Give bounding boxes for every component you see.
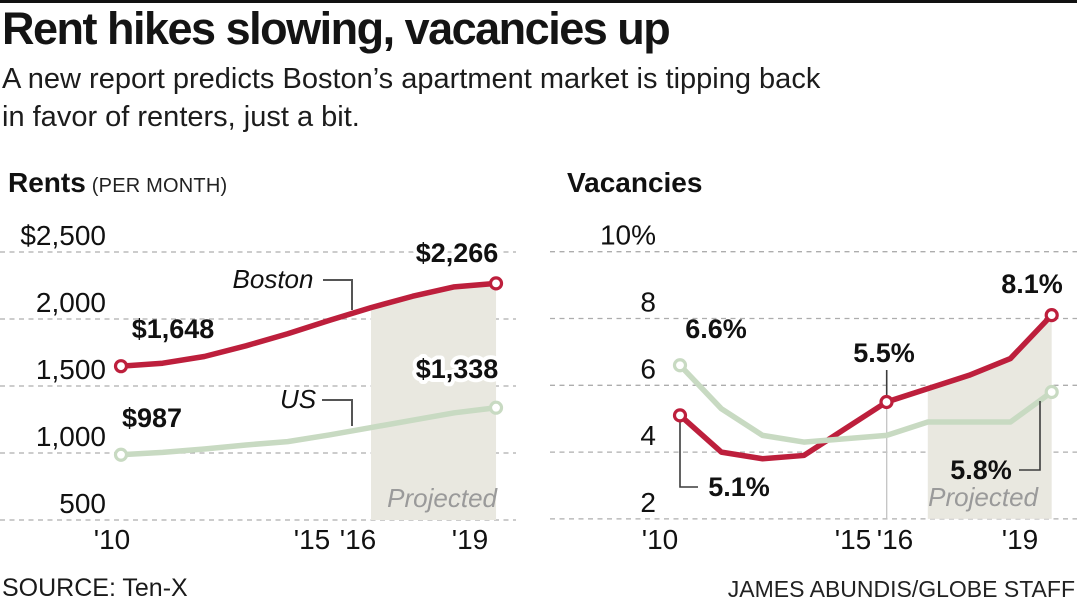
series-line-boston: [678, 313, 1054, 462]
y-tick-label: 10%: [600, 220, 656, 251]
annotation-5.1: 5.1%: [708, 472, 770, 502]
rents-title-text: Rents: [8, 167, 86, 198]
y-tick-label: 1,500: [36, 354, 106, 385]
leader-line: [322, 399, 353, 426]
rents-title-note: (PER MONTH): [91, 175, 228, 197]
y-tick-label: 2: [640, 487, 656, 518]
projected-label: Projected: [928, 482, 1039, 512]
vacancies-title-text: Vacancies: [567, 167, 703, 198]
data-point-us: [1044, 384, 1059, 400]
data-point-us: [488, 400, 504, 415]
annotation-987: $987: [122, 403, 182, 433]
annotation-2266: $2,266: [416, 238, 499, 268]
page-title: Rent hikes slowing, vacancies up: [2, 3, 671, 54]
annotation-8.1: 8.1%: [1001, 269, 1063, 299]
annotation-6.6: 6.6%: [685, 314, 747, 344]
annotation-5.5: 5.5%: [853, 338, 915, 368]
source-note: SOURCE: Ten-X: [2, 574, 188, 602]
x-tick-label: '16: [877, 524, 914, 555]
x-tick-label: '16: [340, 524, 377, 555]
y-tick-label: 6: [640, 353, 656, 384]
y-tick-label: 2,000: [36, 287, 106, 318]
data-point-boston: [488, 276, 504, 291]
data-point-boston: [879, 394, 894, 410]
leader-line: [1019, 401, 1041, 471]
projected-band: [927, 315, 1052, 519]
data-point-us: [672, 358, 688, 373]
x-tick-label: '15: [294, 524, 331, 555]
rents-chart: $2,500 2,000 1,500 1,000 500 '10 '15 '16 '19 Proj…: [0, 220, 516, 555]
annotation-1648: $1,648: [132, 314, 215, 344]
leader-line: [679, 422, 698, 488]
x-tick-label: '19: [452, 524, 489, 555]
vacancies-chart-title: Vacancies: [567, 167, 702, 199]
data-point-boston: [113, 359, 129, 374]
projected-label: Projected: [387, 483, 498, 513]
x-tick-label: '15: [835, 524, 872, 555]
series-line-us: [120, 404, 497, 458]
y-tick-label: 500: [59, 488, 106, 519]
y-tick-label: 4: [640, 420, 656, 451]
projected-band: [371, 283, 497, 520]
y-tick-label: 8: [640, 287, 656, 318]
annotation-5.8: 5.8%: [950, 455, 1012, 485]
leader-line: [323, 279, 353, 310]
top-rule: [0, 0, 1077, 3]
y-tick-label: 1,000: [36, 421, 106, 452]
x-tick-label: '10: [642, 524, 679, 555]
data-point-us: [113, 447, 129, 462]
rents-chart-title: Rents (PER MONTH): [8, 167, 227, 199]
annotation-US: US: [280, 384, 317, 414]
series-line-us: [678, 363, 1054, 445]
series-line-boston: [120, 280, 497, 369]
vacancies-chart: 10% 8 6 4 2 '10 '15'16 '19 Projected 6.6% 5.5% 5.1%…: [550, 220, 1077, 555]
annotation-1338: $1,338: [416, 354, 499, 384]
x-tick-label: '19: [1002, 524, 1039, 555]
annotation-Boston: Boston: [233, 264, 314, 294]
y-tick-label: $2,500: [20, 220, 106, 251]
credit-note: JAMES ABUNDIS/GLOBE STAFF: [727, 576, 1075, 602]
data-point-boston: [672, 408, 688, 423]
page-subtitle: A new report predicts Boston’s apartment…: [2, 63, 821, 133]
data-point-boston: [1044, 308, 1059, 323]
x-tick-label: '10: [94, 524, 131, 555]
